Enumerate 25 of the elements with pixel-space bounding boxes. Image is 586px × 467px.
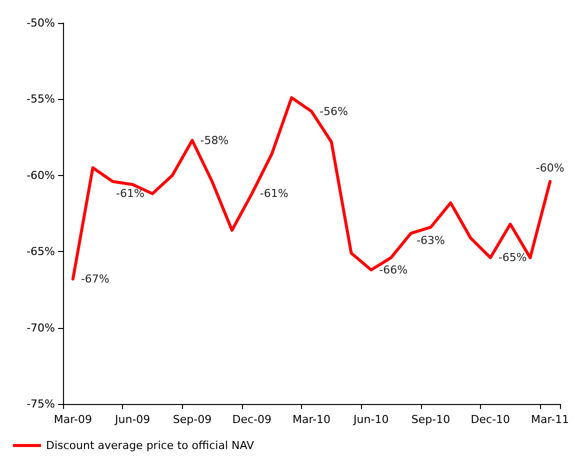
data-label: -65% — [498, 251, 527, 264]
legend-label: Discount average price to official NAV — [46, 439, 255, 452]
x-tick-label: Jun-09 — [114, 413, 150, 426]
y-tick-label: -75% — [26, 398, 55, 410]
y-tick-label: -70% — [26, 321, 55, 334]
x-tick-label: Mar-09 — [54, 413, 92, 426]
x-tick-label: Jun-10 — [352, 413, 389, 426]
y-tick-label: -50% — [26, 16, 55, 30]
data-label: -63% — [416, 234, 445, 248]
x-tick-label: Dec-09 — [232, 413, 272, 426]
data-label: -61% — [116, 187, 144, 200]
data-label: -56% — [320, 104, 348, 118]
data-label: -66% — [379, 263, 408, 276]
x-tick-label: Mar-11 — [531, 413, 570, 426]
y-tick-label: -60% — [26, 168, 55, 182]
data-label: -67% — [80, 272, 110, 286]
y-tick-label: -65% — [26, 245, 55, 258]
y-tick-label: -55% — [26, 92, 55, 106]
x-tick-label: Dec-10 — [470, 413, 510, 426]
x-tick-label: Mar-10 — [292, 413, 331, 426]
data-label: -58% — [200, 134, 229, 147]
data-label: -60% — [536, 161, 564, 174]
x-tick-label: Sep-09 — [172, 413, 212, 426]
x-tick-label: Sep-10 — [411, 413, 450, 426]
data-label: -61% — [260, 187, 288, 200]
